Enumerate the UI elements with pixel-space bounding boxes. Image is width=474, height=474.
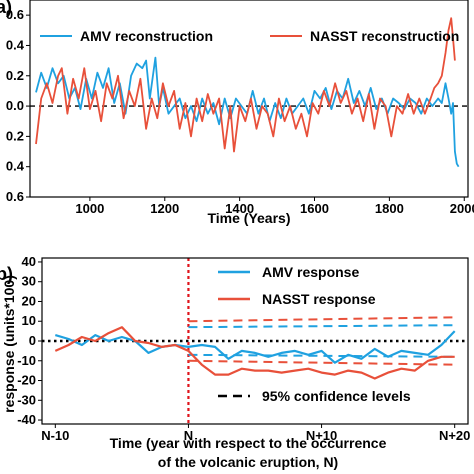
- x-tick-label: N: [184, 428, 193, 443]
- amv-confidence-lower: [188, 353, 455, 358]
- panel-b-y-axis-label: response (units*100): [1, 275, 17, 413]
- legend-confidence-levels: 95% confidence levels: [262, 388, 411, 404]
- panel-b-reference-lines: [42, 258, 468, 424]
- y-tick-label: 10: [22, 313, 36, 328]
- y-tick-label: 30: [22, 274, 36, 289]
- amv-response-line: [54, 330, 456, 364]
- legend-amv-response: AMV response: [262, 264, 359, 280]
- panel-a-y-ticks: 0.6 0.4 0.2 0.0 0.2 0.4 0.6: [6, 7, 30, 204]
- nasst-reconstruction-line: [35, 17, 456, 153]
- legend-nasst-response: NASST response: [262, 291, 376, 307]
- y-tick-label: -40: [17, 412, 36, 427]
- y-tick-label: 20: [22, 293, 36, 308]
- x-tick-label: 1800: [375, 201, 404, 216]
- panel-b-y-ticks: -40 -30 -20 -10 0 10 20 30 40: [17, 254, 42, 427]
- y-tick-label: 40: [22, 254, 36, 269]
- panel-b-legend: AMV response NASST response 95% confidence…: [218, 264, 411, 404]
- nasst-confidence-lower: [188, 359, 455, 366]
- y-tick-label: -30: [17, 392, 36, 407]
- panel-b-series: [54, 326, 456, 380]
- legend-nasst-reconstruction: NASST reconstruction: [310, 28, 459, 44]
- panel-b-x-axis-label: Time (year with respect to the occurrenc…: [110, 435, 387, 451]
- y-tick-label: 0.2: [6, 128, 24, 143]
- y-tick-label: 0.4: [6, 37, 25, 52]
- nasst-confidence-upper: [188, 316, 455, 323]
- x-tick-label: 1400: [225, 201, 254, 216]
- y-tick-label: 0.0: [6, 98, 24, 113]
- panel-a-label: a): [0, 0, 12, 17]
- y-tick-label: 0.4: [6, 159, 25, 174]
- x-tick-label: 1600: [300, 201, 329, 216]
- panel-b-x-ticks: N-10 N N+10 N+20: [41, 424, 470, 443]
- x-tick-label: N-10: [41, 428, 69, 443]
- panel-b-label: b): [0, 264, 13, 284]
- x-tick-label: N+10: [306, 428, 337, 443]
- y-tick-label: -10: [17, 353, 36, 368]
- amv-reconstruction-line: [35, 56, 460, 168]
- x-tick-label: 1000: [75, 201, 104, 216]
- panel-b-x-axis-label-line2: of the volcanic eruption, N): [158, 454, 338, 470]
- legend-amv-reconstruction: AMV reconstruction: [80, 28, 213, 44]
- y-tick-label: 0.6: [6, 7, 24, 22]
- panel-a-x-axis-label: Time (Years): [207, 210, 290, 226]
- x-tick-label: N+20: [439, 428, 470, 443]
- amv-confidence-upper: [188, 324, 455, 329]
- panel-a-series: [35, 17, 460, 168]
- panel-b: b) N-10 N N+10 N+20 -40 -30 -20 -10 0 10 20 30 40 T…: [0, 254, 470, 470]
- y-tick-label: -20: [17, 373, 36, 388]
- panel-a-axes-frame: [29, 0, 469, 198]
- y-tick-label: 0.2: [6, 68, 24, 83]
- panel-a-legend: AMV reconstruction NASST reconstruction: [40, 28, 459, 44]
- nasst-response-line: [54, 326, 455, 380]
- x-tick-label: 1200: [150, 201, 179, 216]
- y-tick-label: 0: [29, 333, 36, 348]
- y-tick-label: 0.6: [6, 189, 24, 204]
